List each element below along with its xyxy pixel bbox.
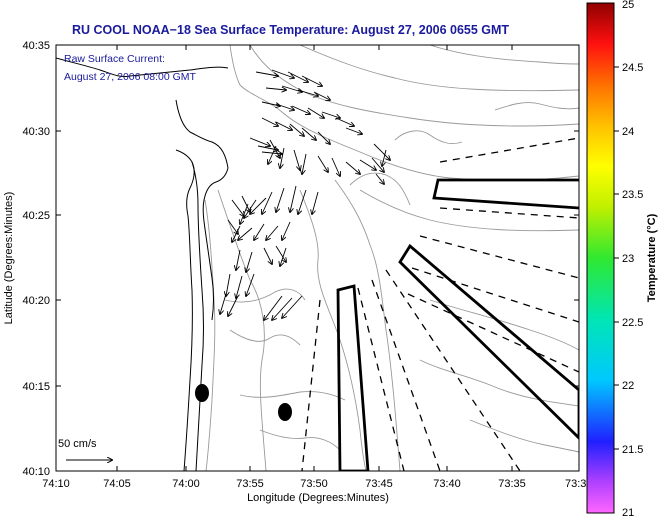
colorbar-tick: 22.5 [622,317,643,329]
colorbar-tick: 24 [622,126,634,138]
sampling-boxes [336,178,579,471]
colorbar-tick: 23.5 [622,189,643,201]
mooring-marker [278,403,292,421]
x-tick-label: 73:45 [365,478,393,490]
x-tick-label: 74:05 [103,478,131,490]
coastline [56,57,229,471]
map-plot-area: 50 cm/s Raw Surface Current: August 27, … [56,45,579,471]
y-tick-label: 40:25 [22,210,50,222]
x-tick-labels: 74:10 74:05 74:00 73:55 73:50 73:45 73:4… [42,478,586,490]
x-tick-label: 74:10 [42,478,70,490]
surface-current-vectors [220,69,390,320]
colorbar-tick: 25 [622,0,634,11]
colorbar-tick: 24.5 [622,62,643,74]
glider-track-lines [301,137,579,471]
y-axis-label: Latitude (Degrees:Minutes) [3,192,15,325]
x-tick-label: 73:50 [300,478,328,490]
x-tick-label: 73:35 [498,478,526,490]
y-tick-label: 40:15 [22,381,50,393]
x-tick-label: 73:40 [433,478,461,490]
x-axis-label: Longitude (Degrees:Minutes) [247,492,389,504]
y-tick-label: 40:35 [22,40,50,52]
colorbar-label: Temperature (°C) [646,213,658,302]
colorbar: 25 24.5 24 23.5 23 22.5 22 21.5 21 Tempe… [586,0,658,518]
colorbar-tick: 23 [622,253,634,265]
axis-tick-marks [56,45,579,471]
mooring-marker [195,384,209,402]
y-tick-labels: 40:35 40:30 40:25 40:20 40:15 40:10 [22,40,50,478]
y-tick-label: 40:10 [22,466,50,478]
x-tick-label: 73:3 [565,478,586,490]
figure-title: RU COOL NOAA−18 Sea Surface Temperature:… [72,23,509,37]
colorbar-tick: 21.5 [622,444,643,456]
y-tick-label: 40:20 [22,295,50,307]
inset-line2: August 27, 2006 08:00 GMT [64,71,197,83]
plot-frame [55,44,580,472]
colorbar-tick: 22 [622,380,634,392]
y-tick-label: 40:30 [22,126,50,138]
x-tick-label: 73:55 [236,478,264,490]
colorbar-tick: 21 [622,507,634,518]
colorbar-gradient [586,2,615,514]
x-tick-label: 74:00 [172,478,200,490]
scale-label: 50 cm/s [58,438,97,450]
inset-line1: Raw Surface Current: [64,53,165,65]
